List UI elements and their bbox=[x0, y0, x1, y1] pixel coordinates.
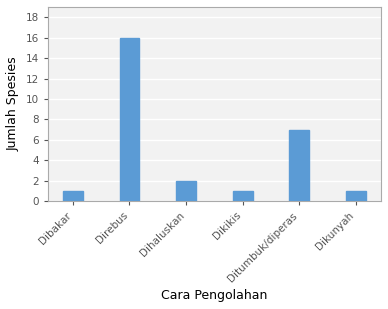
Y-axis label: Jumlah Spesies: Jumlah Spesies bbox=[7, 57, 20, 151]
Bar bbox=[289, 130, 309, 201]
Bar bbox=[120, 38, 139, 201]
Bar bbox=[63, 191, 83, 201]
X-axis label: Cara Pengolahan: Cara Pengolahan bbox=[161, 289, 268, 302]
Bar bbox=[233, 191, 253, 201]
Bar bbox=[346, 191, 366, 201]
Bar bbox=[176, 181, 196, 201]
